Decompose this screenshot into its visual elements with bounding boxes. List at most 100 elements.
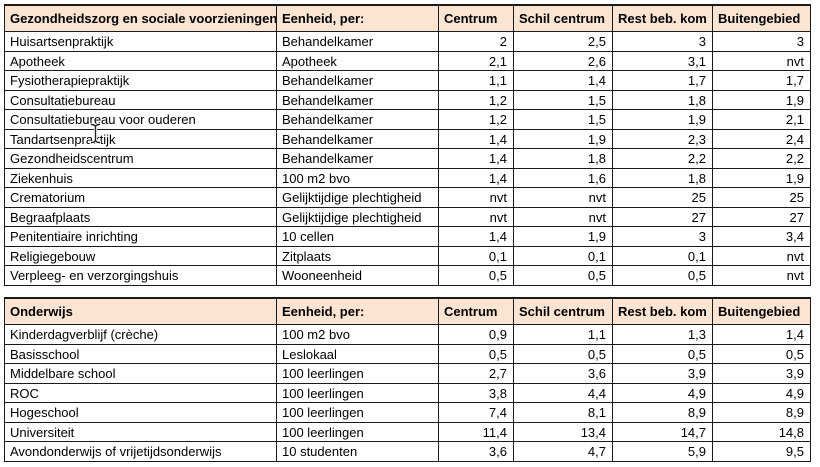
row-value: nvt xyxy=(438,187,514,208)
row-unit: Apotheek xyxy=(276,50,439,71)
row-unit: Behandelkamer xyxy=(276,148,439,169)
row-value: 8,1 xyxy=(513,402,613,423)
row-label: Penitentiaire inrichting xyxy=(4,226,277,247)
row-value: 3 xyxy=(612,226,713,247)
table-row: Ziekenhuis 100 m2 bvo 1,4 1,6 1,8 1,9 xyxy=(4,167,811,188)
row-value: 1,5 xyxy=(513,89,613,110)
table-row: Avondonderwijs of vrijetijdsonderwijs 10 … xyxy=(4,441,811,462)
row-value: 1,3 xyxy=(612,324,713,345)
row-value: 0,5 xyxy=(612,265,713,286)
row-value: 3 xyxy=(712,31,811,52)
row-value: 3,8 xyxy=(438,382,514,403)
row-value: nvt xyxy=(712,265,811,286)
row-label: Universiteit xyxy=(4,421,277,442)
row-value: 2,1 xyxy=(438,50,514,71)
zone-column-header: Centrum xyxy=(438,297,514,325)
row-value: 9,5 xyxy=(712,441,811,462)
table-row: Religiegebouw Zitplaats 0,1 0,1 0,1 nvt xyxy=(4,245,811,266)
row-value: 3,1 xyxy=(612,50,713,71)
table-row: Middelbare school 100 leerlingen 2,7 3,6 3,9… xyxy=(4,363,811,384)
row-label: Consultatiebureau xyxy=(4,89,277,110)
unit-column-header: Eenheid, per: xyxy=(276,4,439,32)
row-value: nvt xyxy=(712,50,811,71)
table-title: Gezondheidszorg en sociale voorzieningen xyxy=(4,4,277,32)
row-label: Gezondheidscentrum xyxy=(4,148,277,169)
row-unit: 100 m2 bvo xyxy=(276,324,439,345)
row-value: 4,7 xyxy=(513,441,613,462)
row-value: 2 xyxy=(438,31,514,52)
row-unit: Behandelkamer xyxy=(276,128,439,149)
row-value: 4,9 xyxy=(712,382,811,403)
row-value: 14,8 xyxy=(712,421,811,442)
row-unit: Gelijktijdige plechtigheid xyxy=(276,187,439,208)
row-unit: Leslokaal xyxy=(276,343,439,364)
row-value: 1,7 xyxy=(612,70,713,91)
zone-column-header: Centrum xyxy=(438,4,514,32)
table-row: Penitentiaire inrichting 10 cellen 1,4 1,9 3… xyxy=(4,226,811,247)
row-label: Basisschool xyxy=(4,343,277,364)
row-value: 2,7 xyxy=(438,363,514,384)
row-value: 3,4 xyxy=(712,226,811,247)
zone-column-header: Buitengebied xyxy=(712,4,811,32)
zone-column-header: Schil centrum xyxy=(513,4,613,32)
row-value: 1,2 xyxy=(438,89,514,110)
row-value: 2,2 xyxy=(712,148,811,169)
row-unit: Behandelkamer xyxy=(276,89,439,110)
row-value: 0,5 xyxy=(438,265,514,286)
row-label: Ziekenhuis xyxy=(4,167,277,188)
table-row: Crematorium Gelijktijdige plechtigheid nvt… xyxy=(4,187,811,208)
row-value: 1,9 xyxy=(712,89,811,110)
zone-column-header: Rest beb. kom xyxy=(612,297,713,325)
zone-column-header: Rest beb. kom xyxy=(612,4,713,32)
row-unit: 100 leerlingen xyxy=(276,382,439,403)
row-value: 0,1 xyxy=(438,245,514,266)
row-value: 0,1 xyxy=(513,245,613,266)
row-label: Huisartsenpraktijk xyxy=(4,31,277,52)
row-label: Middelbare school xyxy=(4,363,277,384)
row-value: 3,6 xyxy=(438,441,514,462)
table-row: Fysiotherapiepraktijk Behandelkamer 1,1 1,4… xyxy=(4,70,811,91)
row-value: 1,4 xyxy=(513,70,613,91)
row-value: 3,9 xyxy=(612,363,713,384)
header-row: Gezondheidszorg en sociale voorzieningen… xyxy=(4,4,811,32)
row-value: 8,9 xyxy=(612,402,713,423)
row-unit: Wooneenheid xyxy=(276,265,439,286)
row-label: Tandartsenpraktijk xyxy=(4,128,277,149)
row-value: 1,4 xyxy=(438,148,514,169)
row-label: Verpleeg- en verzorgingshuis xyxy=(4,265,277,286)
table-row: Begraafplaats Gelijktijdige plechtigheid n… xyxy=(4,206,811,227)
norm-table-0: Gezondheidszorg en sociale voorzieningen… xyxy=(4,4,811,286)
row-value: 27 xyxy=(612,206,713,227)
row-value: nvt xyxy=(513,206,613,227)
row-value: 3 xyxy=(612,31,713,52)
row-value: 1,9 xyxy=(513,226,613,247)
row-unit: 10 studenten xyxy=(276,441,439,462)
row-value: 2,4 xyxy=(712,128,811,149)
row-label: Consultatiebureau voor ouderen xyxy=(4,109,277,130)
row-value: 0,5 xyxy=(712,343,811,364)
row-label: Kinderdagverblijf (crèche) xyxy=(4,324,277,345)
table-row: Verpleeg- en verzorgingshuis Wooneenheid 0… xyxy=(4,265,811,286)
row-value: 1,8 xyxy=(612,167,713,188)
zone-column-header: Schil centrum xyxy=(513,297,613,325)
table-row: Kinderdagverblijf (crèche) 100 m2 bvo 0,9 1… xyxy=(4,324,811,345)
row-unit: Behandelkamer xyxy=(276,31,439,52)
table-body: Huisartsenpraktijk Behandelkamer 2 2,5 3 3 Apo… xyxy=(4,31,811,286)
row-unit: 100 leerlingen xyxy=(276,402,439,423)
row-value: 1,8 xyxy=(612,89,713,110)
row-value: 1,9 xyxy=(612,109,713,130)
row-unit: Gelijktijdige plechtigheid xyxy=(276,206,439,227)
table-row: Hogeschool 100 leerlingen 7,4 8,1 8,9 8,9 xyxy=(4,402,811,423)
row-value: 1,1 xyxy=(513,324,613,345)
row-value: 0,5 xyxy=(612,343,713,364)
row-unit: Behandelkamer xyxy=(276,70,439,91)
row-value: 13,4 xyxy=(513,421,613,442)
row-value: 1,5 xyxy=(513,109,613,130)
row-value: 4,4 xyxy=(513,382,613,403)
row-value: 1,7 xyxy=(712,70,811,91)
row-unit: Behandelkamer xyxy=(276,109,439,130)
row-value: 14,7 xyxy=(612,421,713,442)
row-label: Religiegebouw xyxy=(4,245,277,266)
table-row: Basisschool Leslokaal 0,5 0,5 0,5 0,5 xyxy=(4,343,811,364)
